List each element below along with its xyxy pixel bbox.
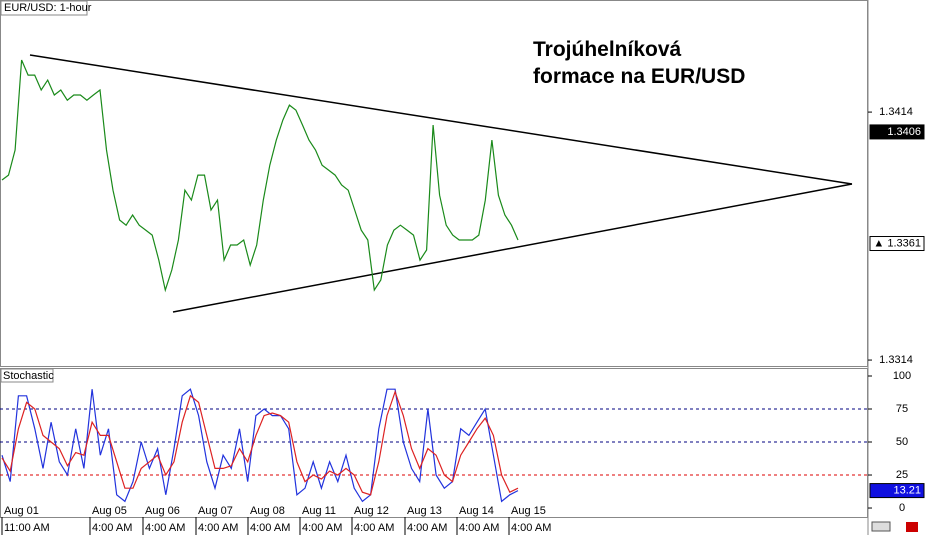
y-tick-label: 75 <box>896 403 908 415</box>
y-tick-label: 0 <box>899 502 905 514</box>
x-time-label: 11:00 AM <box>4 522 50 534</box>
upper-trendline <box>29 54 853 185</box>
x-time-label: 4:00 AM <box>145 522 185 534</box>
x-date-label: Aug 07 <box>198 505 233 517</box>
panel-label: EUR/USD: 1-hour <box>4 2 92 14</box>
price-label-box <box>869 236 925 252</box>
price-label: 1.3406 <box>887 126 921 138</box>
series-line <box>1 388 519 503</box>
chart-title: Trojúhelníková <box>533 38 682 61</box>
x-date-label: Aug 11 <box>302 505 336 517</box>
y-tick-label: 1.3414 <box>879 106 913 118</box>
x-date-label: Aug 05 <box>92 505 127 517</box>
x-date-label: Aug 15 <box>511 505 546 517</box>
x-time-label: 4:00 AM <box>459 522 499 534</box>
y-tick-label: 1.3314 <box>879 354 913 366</box>
price-label-box <box>869 483 925 499</box>
y-tick-label: 100 <box>893 370 911 382</box>
x-time-label: 4:00 AM <box>511 522 551 534</box>
scroll-icon[interactable] <box>871 521 891 532</box>
x-time-label: 4:00 AM <box>92 522 132 534</box>
series-line <box>1 389 519 496</box>
series-line <box>1 59 519 293</box>
panel-label: Stochastic <box>3 370 54 382</box>
panel-label-box <box>0 368 54 383</box>
stochastic-frame <box>0 368 868 518</box>
panel-label-box <box>0 0 88 16</box>
y-tick-label: 50 <box>896 436 908 448</box>
x-date-label: Aug 13 <box>407 505 442 517</box>
lower-trendline <box>172 183 853 313</box>
x-time-label: 4:00 AM <box>198 522 238 534</box>
x-date-label: Aug 01 <box>4 505 39 517</box>
x-date-label: Aug 06 <box>145 505 180 517</box>
price-label-box <box>869 124 925 140</box>
y-tick-label: 25 <box>896 469 908 481</box>
x-time-label: 4:00 AM <box>302 522 342 534</box>
price-label: ▲ 1.3361 <box>873 237 921 249</box>
x-time-label: 4:00 AM <box>354 522 394 534</box>
price-frame <box>0 0 868 367</box>
chart-title: formace na EUR/USD <box>533 65 745 88</box>
x-date-label: Aug 08 <box>250 505 285 517</box>
x-date-label: Aug 12 <box>354 505 389 517</box>
x-time-label: 4:00 AM <box>407 522 447 534</box>
x-time-label: 4:00 AM <box>250 522 290 534</box>
x-date-label: Aug 14 <box>459 505 494 517</box>
close-icon[interactable] <box>906 522 918 532</box>
price-label: 13.21 <box>893 484 921 496</box>
